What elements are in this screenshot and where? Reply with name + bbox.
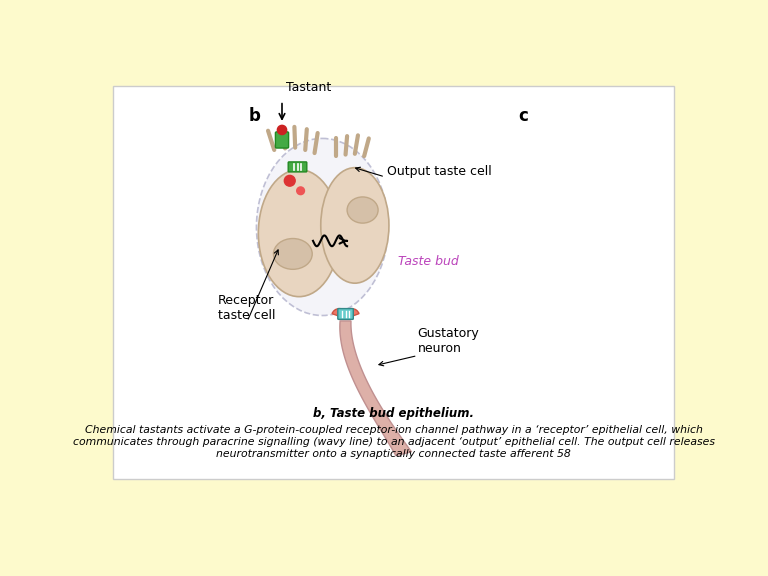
Wedge shape: [345, 309, 359, 316]
Text: Receptor
taste cell: Receptor taste cell: [217, 294, 275, 323]
Ellipse shape: [258, 169, 339, 297]
FancyBboxPatch shape: [338, 309, 353, 319]
FancyBboxPatch shape: [113, 86, 674, 479]
Text: b: b: [249, 108, 260, 126]
Text: Tastant: Tastant: [286, 81, 331, 94]
Text: communicates through paracrine signalling (wavy line) to an adjacent ‘output’ ep: communicates through paracrine signallin…: [73, 437, 714, 447]
FancyBboxPatch shape: [288, 162, 306, 172]
Circle shape: [277, 126, 286, 135]
Text: neurotransmitter onto a synaptically connected taste afferent 58: neurotransmitter onto a synaptically con…: [217, 449, 571, 459]
Text: b, Taste bud epithelium.: b, Taste bud epithelium.: [313, 407, 474, 420]
Ellipse shape: [321, 168, 389, 283]
Circle shape: [296, 187, 304, 195]
Ellipse shape: [273, 238, 313, 270]
Ellipse shape: [347, 197, 378, 223]
Circle shape: [284, 175, 295, 186]
Text: Taste bud: Taste bud: [399, 256, 459, 268]
Text: Output taste cell: Output taste cell: [386, 165, 492, 179]
Wedge shape: [332, 309, 346, 316]
Polygon shape: [340, 321, 412, 456]
Ellipse shape: [257, 138, 388, 316]
FancyBboxPatch shape: [276, 132, 289, 148]
Text: c: c: [518, 108, 528, 126]
Text: Chemical tastants activate a G-protein-coupled receptor-ion channel pathway in a: Chemical tastants activate a G-protein-c…: [84, 425, 703, 434]
Text: Gustatory
neuron: Gustatory neuron: [418, 328, 479, 355]
